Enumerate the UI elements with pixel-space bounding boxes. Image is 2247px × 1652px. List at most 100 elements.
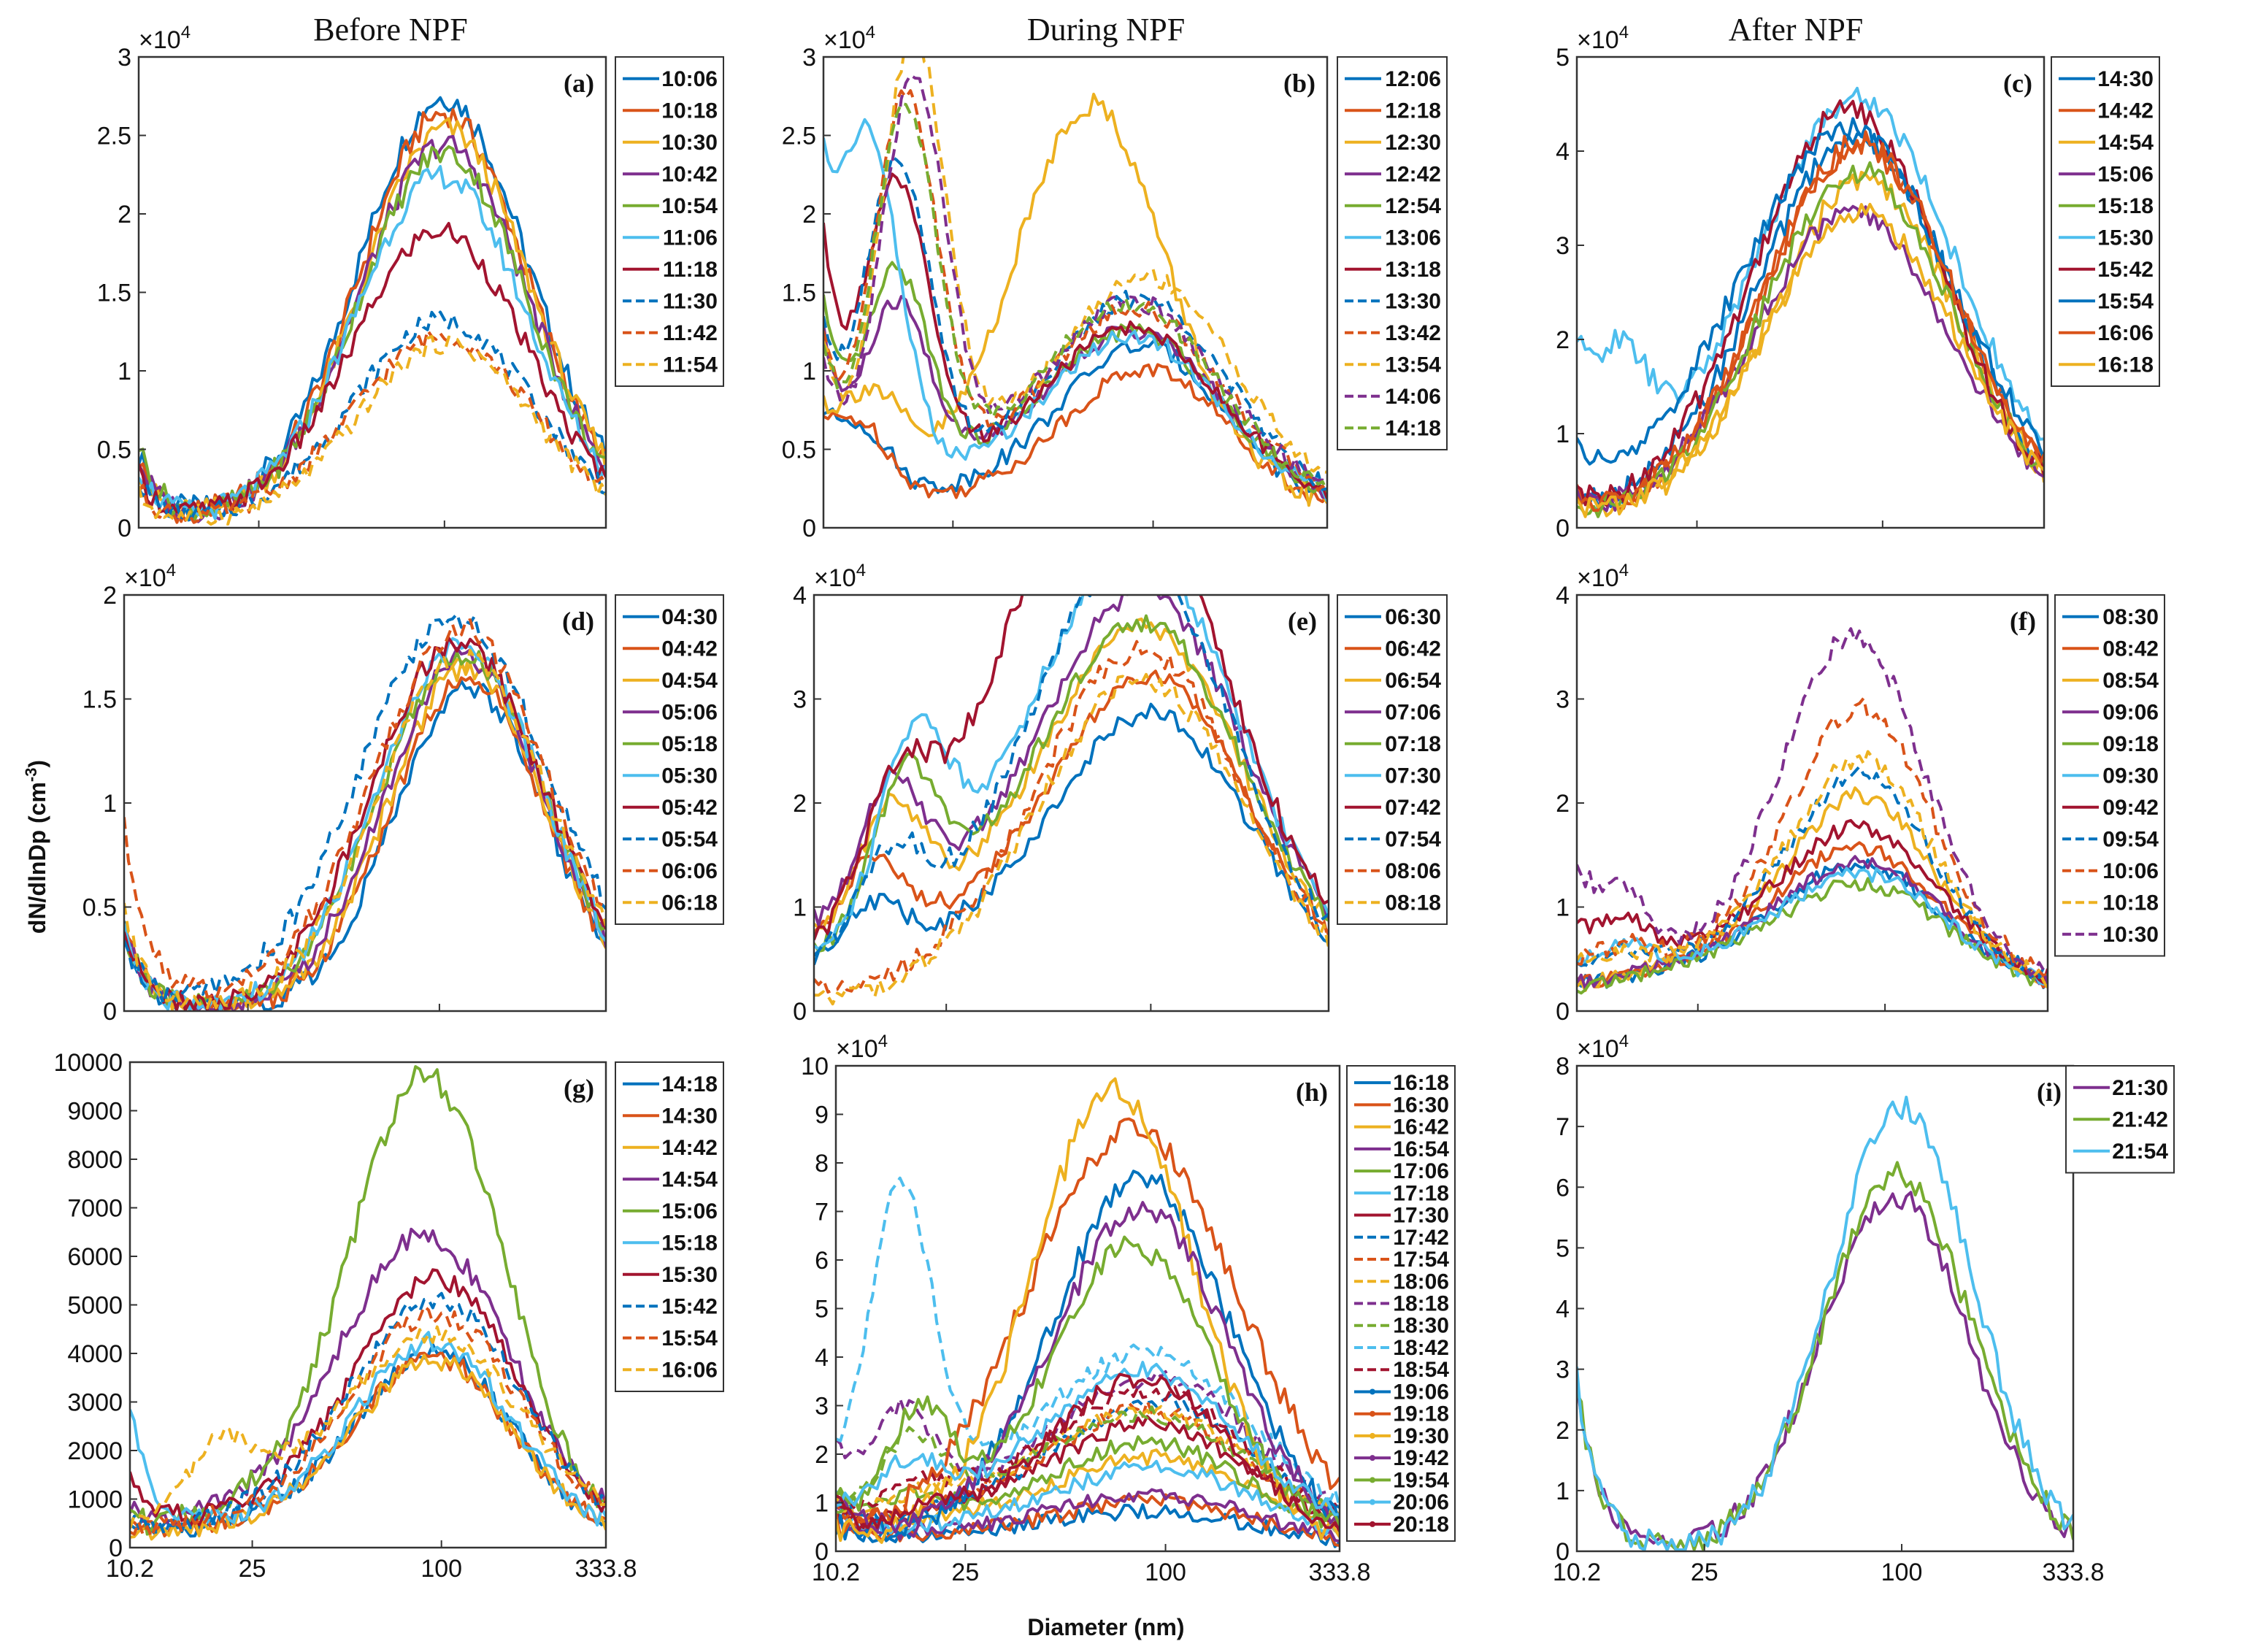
x-tick-label: 25 bbox=[1691, 1559, 1718, 1586]
plot-frame bbox=[123, 593, 607, 1013]
legend: 16:1816:3016:4216:5417:0617:1817:3017:42… bbox=[1346, 1065, 1456, 1542]
legend-entry: 10:18 bbox=[2102, 891, 2159, 915]
y-axis-title-main: dN/dlnDp (cm bbox=[24, 782, 50, 934]
legend-entry: 10:42 bbox=[661, 162, 718, 186]
y-tick-label: 1 bbox=[103, 790, 117, 818]
legend-box bbox=[1346, 1065, 1456, 1542]
x-tick-label: 10.2 bbox=[1553, 1559, 1601, 1586]
legend-entry: 12:06 bbox=[1385, 67, 1441, 91]
series-line-1942 bbox=[836, 1201, 1340, 1534]
series-line-1706 bbox=[836, 1435, 1340, 1533]
y-tick-label: 3 bbox=[1556, 1356, 1570, 1384]
x-axis-title: Diameter (nm) bbox=[1027, 1614, 1184, 1640]
legend-entry: 10:06 bbox=[2102, 859, 2159, 883]
legend-entry: 19:18 bbox=[1393, 1402, 1449, 1426]
legend-entry: 08:42 bbox=[2102, 637, 2159, 661]
legend-entry: 15:30 bbox=[661, 1263, 718, 1287]
legend-entry: 07:42 bbox=[1385, 796, 1441, 820]
y-tick-label: 2 bbox=[802, 201, 816, 228]
exponent-base: ×10 bbox=[1577, 26, 1619, 54]
legend-entry: 19:42 bbox=[1393, 1446, 1449, 1470]
series-line-1830 bbox=[836, 1405, 1340, 1520]
x-tick-label: 333.8 bbox=[575, 1555, 637, 1583]
y-tick-label: 2 bbox=[1556, 1417, 1570, 1445]
legend-entry: 11:42 bbox=[663, 321, 718, 345]
legend-entry: 16:30 bbox=[1393, 1093, 1449, 1117]
legend-marker bbox=[1370, 1410, 1375, 1417]
y-tick-label: 8000 bbox=[67, 1146, 123, 1174]
y-exponent-label: ×104 bbox=[1577, 561, 1629, 592]
y-tick-label: 4 bbox=[1556, 1296, 1570, 1323]
y-tick-label: 3 bbox=[802, 44, 816, 72]
y-tick-label: 0 bbox=[815, 1538, 829, 1566]
y-tick-label: 4000 bbox=[67, 1340, 123, 1368]
x-tick-label: 10.2 bbox=[812, 1559, 860, 1586]
panel-e: 0 1 2 3 4×104 (e) 06:30 06:42 06:54 07:06 07:18 07:… bbox=[793, 561, 1448, 1026]
y-tick-label: 8 bbox=[1556, 1053, 1570, 1080]
exponent-base: ×10 bbox=[139, 26, 181, 54]
x-tick-label: 333.8 bbox=[1308, 1559, 1370, 1586]
series-line-1530 bbox=[1577, 86, 2044, 441]
exponent-power: 4 bbox=[181, 23, 191, 42]
legend-entry: 21:54 bbox=[2112, 1140, 2168, 1164]
legend-entry: 15:54 bbox=[661, 1326, 718, 1351]
legend-entry: 14:54 bbox=[661, 1167, 718, 1191]
legend-entry: 12:42 bbox=[1385, 162, 1441, 186]
legend-entry: 17:54 bbox=[1393, 1248, 1449, 1272]
legend-entry: 18:06 bbox=[1393, 1269, 1449, 1294]
legend-entry: 17:30 bbox=[1393, 1204, 1449, 1228]
y-tick-label: 6 bbox=[1556, 1174, 1570, 1202]
series-line-0618 bbox=[124, 648, 606, 1010]
legend-entry: 14:18 bbox=[661, 1072, 718, 1096]
panel-b: 0 0.5 1 1.5 2 2.5 3×104 (b) 12:06 12:18 12:30 12:42… bbox=[782, 23, 1448, 542]
legend: 21:30 21:42 21:54 bbox=[2065, 1065, 2175, 1174]
legend-entry: 05:42 bbox=[661, 796, 718, 820]
legend-entry: 13:06 bbox=[1385, 226, 1441, 250]
legend-entry: 13:30 bbox=[1385, 289, 1441, 313]
y-tick-label: 5 bbox=[1556, 44, 1570, 72]
series-line-1342 bbox=[823, 89, 1327, 493]
series-line-1554 bbox=[1577, 117, 2044, 466]
series-group bbox=[1577, 86, 2044, 518]
exponent-power: 4 bbox=[1619, 561, 1629, 580]
series-line-0742 bbox=[814, 595, 1329, 940]
series-line-0818 bbox=[814, 672, 1329, 1006]
legend-entry: 20:18 bbox=[1393, 1513, 1449, 1537]
series-line-1930 bbox=[836, 1077, 1340, 1544]
series-line-1818 bbox=[836, 1369, 1340, 1515]
y-tick-label: 2 bbox=[793, 790, 807, 818]
y-tick-label: 2.5 bbox=[782, 123, 816, 150]
legend-entry: 09:42 bbox=[2102, 796, 2159, 820]
series-line-0530 bbox=[124, 637, 606, 1011]
legend-entry: 06:06 bbox=[661, 859, 718, 883]
legend-entry: 09:06 bbox=[2102, 700, 2159, 724]
series-line-1442 bbox=[130, 1353, 606, 1541]
series-line-0606 bbox=[124, 618, 606, 1001]
series-line-1354 bbox=[823, 57, 1327, 474]
legend-entry: 13:42 bbox=[1385, 321, 1441, 345]
series-line-2006 bbox=[836, 1361, 1340, 1516]
legend-entry: 07:54 bbox=[1385, 827, 1441, 851]
exponent-power: 4 bbox=[856, 561, 866, 580]
series-line-1230 bbox=[823, 93, 1327, 507]
y-tick-label: 3000 bbox=[67, 1389, 123, 1417]
series-line-2154 bbox=[1577, 1095, 2073, 1551]
y-tick-label: 7 bbox=[1556, 1113, 1570, 1141]
series-line-0554 bbox=[124, 612, 606, 1005]
panel-tag: (i) bbox=[2037, 1077, 2062, 1107]
legend-entry: 16:06 bbox=[2097, 321, 2154, 345]
y-tick-label: 0.5 bbox=[97, 437, 131, 464]
legend-entry: 15:18 bbox=[2097, 194, 2154, 218]
legend-entry: 06:30 bbox=[1385, 605, 1441, 629]
y-tick-label: 0 bbox=[793, 998, 807, 1026]
y-tick-label: 0 bbox=[1556, 998, 1570, 1026]
legend-entry: 15:42 bbox=[661, 1294, 718, 1318]
legend-entry: 17:06 bbox=[1393, 1159, 1449, 1183]
legend-entry: 21:42 bbox=[2112, 1107, 2168, 1132]
y-tick-label: 1 bbox=[815, 1490, 829, 1518]
legend: 06:30 06:42 06:54 07:06 07:18 07:30 07:42 07:54… bbox=[1337, 594, 1448, 925]
x-tick-label: 100 bbox=[1881, 1559, 1923, 1586]
x-tick-label: 25 bbox=[951, 1559, 979, 1586]
exponent-power: 4 bbox=[1619, 1031, 1629, 1051]
legend-entry: 11:30 bbox=[663, 289, 718, 313]
